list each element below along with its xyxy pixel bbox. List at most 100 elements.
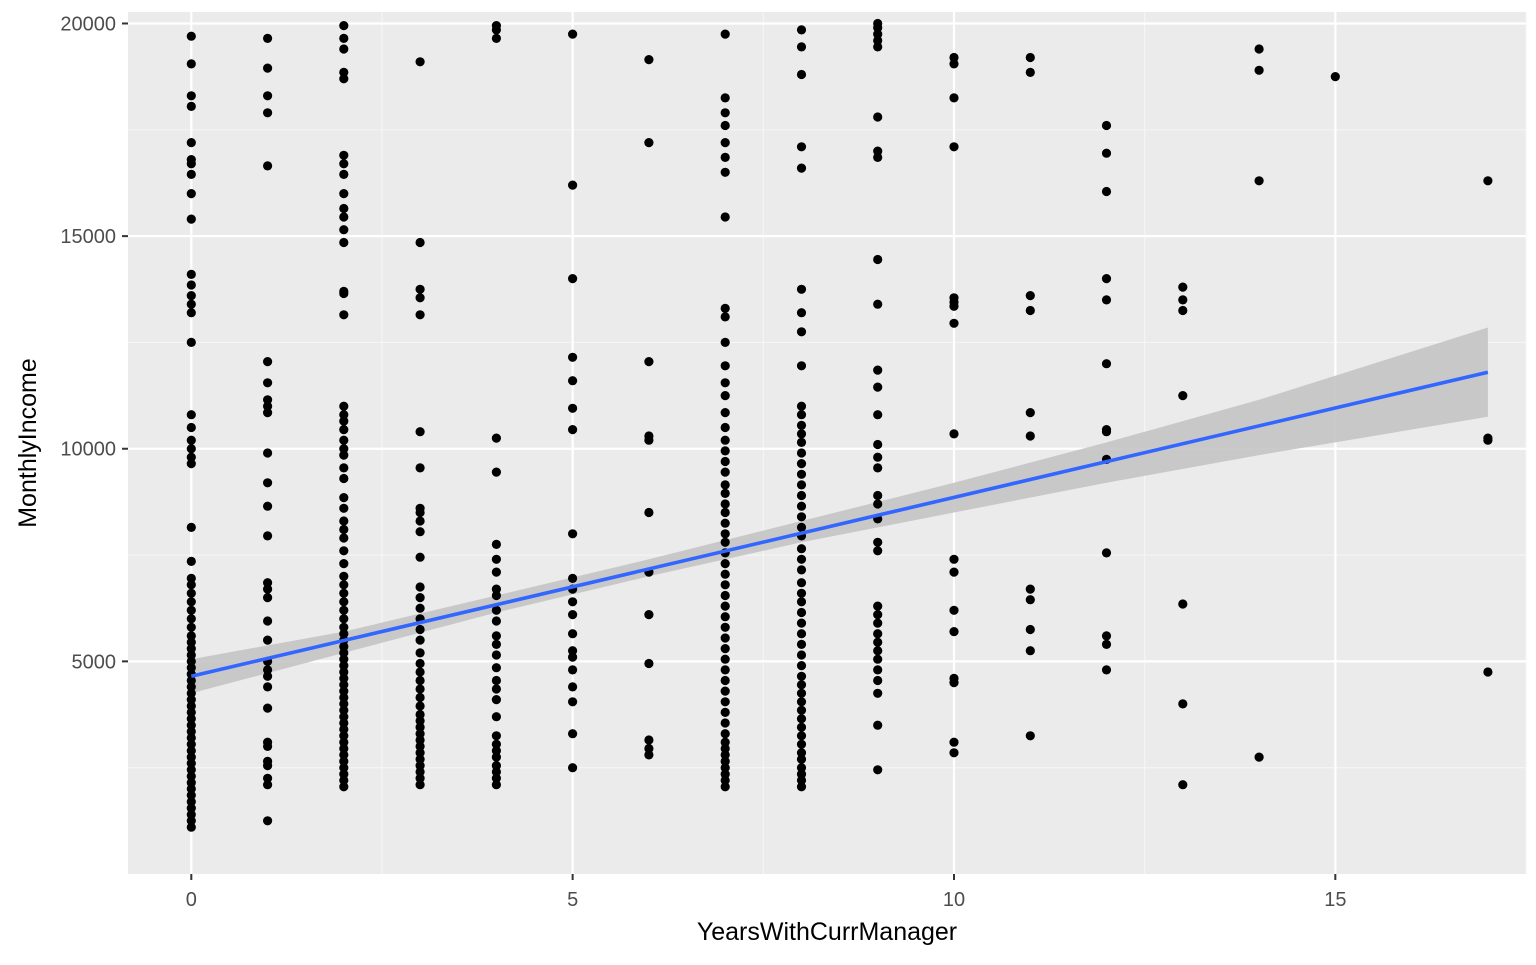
data-point xyxy=(415,709,425,720)
data-point xyxy=(263,616,273,626)
data-point xyxy=(568,529,578,539)
data-point xyxy=(796,782,807,792)
data-point xyxy=(491,554,501,564)
data-point xyxy=(720,29,730,39)
data-point xyxy=(873,537,883,547)
data-point xyxy=(263,593,273,603)
data-point xyxy=(949,567,959,577)
data-point xyxy=(186,656,196,667)
data-point xyxy=(796,361,807,371)
data-point xyxy=(339,756,349,766)
data-point xyxy=(720,446,730,456)
data-point xyxy=(873,463,883,473)
data-point xyxy=(339,21,349,31)
data-point xyxy=(720,559,730,569)
data-point xyxy=(339,680,349,690)
data-point xyxy=(1101,186,1112,197)
data-point xyxy=(796,327,807,337)
data-point xyxy=(339,546,349,556)
data-point xyxy=(339,705,349,715)
data-point xyxy=(1025,624,1035,635)
data-point xyxy=(873,675,883,686)
data-point xyxy=(339,731,349,741)
data-point xyxy=(339,629,349,639)
data-point xyxy=(339,493,349,503)
data-point xyxy=(491,731,501,741)
x-tick-label: 5 xyxy=(567,889,578,911)
data-point xyxy=(873,152,883,162)
data-point xyxy=(339,737,349,747)
data-point xyxy=(644,431,654,441)
data-point xyxy=(796,697,807,707)
data-point xyxy=(720,654,730,664)
data-point xyxy=(339,450,349,460)
data-point xyxy=(491,663,501,673)
data-point xyxy=(796,639,807,650)
data-point xyxy=(796,163,807,173)
data-point xyxy=(186,682,196,692)
data-point xyxy=(1101,665,1112,675)
data-point xyxy=(339,571,349,581)
data-point xyxy=(1178,305,1188,316)
data-point xyxy=(491,584,501,594)
data-point xyxy=(339,661,349,671)
data-point xyxy=(339,44,349,54)
data-point xyxy=(339,533,349,543)
data-point xyxy=(339,718,349,728)
y-tick-label: 10000 xyxy=(60,439,116,461)
data-point xyxy=(415,735,425,745)
data-point xyxy=(186,308,196,318)
data-point xyxy=(873,646,883,656)
data-point xyxy=(263,584,273,594)
data-point xyxy=(186,573,196,584)
data-point xyxy=(796,671,807,681)
data-point xyxy=(186,31,196,41)
data-point xyxy=(1254,65,1264,75)
data-point xyxy=(720,675,730,686)
data-point xyxy=(720,499,730,509)
data-point xyxy=(339,516,349,526)
data-point xyxy=(796,437,807,447)
data-point xyxy=(186,597,196,607)
data-point xyxy=(873,688,883,698)
data-point xyxy=(415,516,425,526)
data-point xyxy=(339,444,349,454)
data-point xyxy=(263,478,273,488)
data-point xyxy=(873,254,883,265)
data-point xyxy=(796,722,807,732)
data-point xyxy=(186,280,196,290)
data-point xyxy=(796,618,807,628)
data-point xyxy=(263,33,273,44)
data-point xyxy=(568,352,578,362)
data-point xyxy=(491,616,501,626)
data-point xyxy=(720,120,730,131)
data-point xyxy=(796,588,807,598)
data-point xyxy=(720,488,730,498)
data-point xyxy=(644,743,654,754)
data-point xyxy=(796,748,807,758)
data-point xyxy=(186,726,196,737)
data-point xyxy=(491,605,501,615)
data-point xyxy=(720,303,730,313)
data-point xyxy=(1330,72,1340,82)
data-point xyxy=(568,665,578,675)
data-point xyxy=(720,138,730,148)
data-point xyxy=(186,631,196,641)
data-point xyxy=(1254,44,1264,54)
data-point xyxy=(644,507,654,518)
y-tick-label: 15000 xyxy=(60,226,116,248)
data-point xyxy=(568,29,578,39)
x-tick-label: 15 xyxy=(1324,889,1346,911)
data-point xyxy=(720,590,730,601)
data-point xyxy=(1483,176,1493,186)
data-point xyxy=(568,629,578,639)
data-point xyxy=(873,765,883,775)
data-point xyxy=(1101,120,1112,131)
data-point xyxy=(339,775,349,786)
data-point xyxy=(339,622,349,632)
data-point xyxy=(720,750,730,760)
data-point xyxy=(720,108,730,118)
data-point xyxy=(339,237,349,248)
data-point xyxy=(873,365,883,375)
data-point xyxy=(339,225,349,235)
